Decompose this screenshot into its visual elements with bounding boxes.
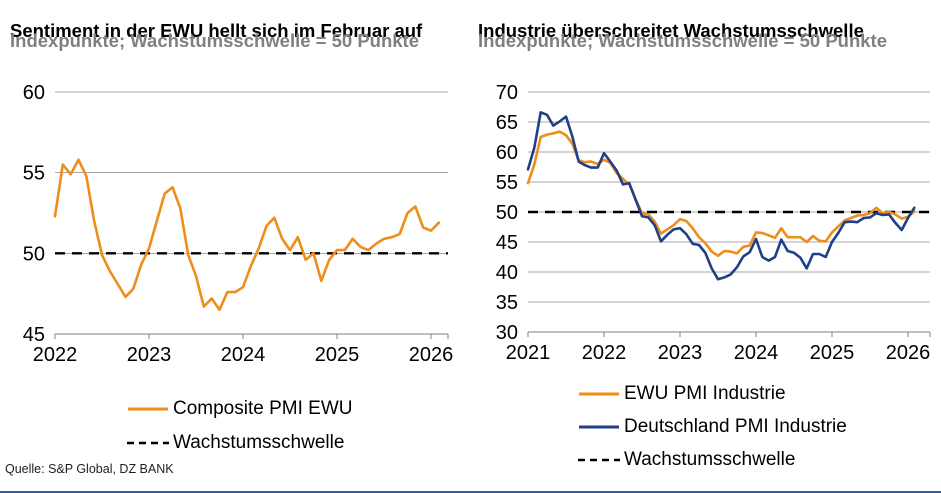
left-legend: Composite PMI EWU Wachstumsschwelle bbox=[127, 392, 352, 460]
blue-line-marker bbox=[579, 425, 619, 428]
dashed-line-marker bbox=[127, 441, 169, 445]
svg-text:50: 50 bbox=[496, 202, 518, 224]
svg-text:45: 45 bbox=[23, 324, 45, 346]
svg-text:2026: 2026 bbox=[886, 342, 931, 364]
right-chart-subtitle: Indexpunkte; Wachstumsschwelle = 50 Punk… bbox=[478, 30, 888, 51]
composite-pmi-panel: Sentiment in der EWU hellt sich im Febru… bbox=[0, 0, 470, 460]
svg-text:55: 55 bbox=[496, 172, 518, 194]
bottom-rule bbox=[0, 491, 941, 493]
svg-text:2022: 2022 bbox=[582, 342, 627, 364]
svg-text:65: 65 bbox=[496, 112, 518, 134]
svg-text:35: 35 bbox=[496, 292, 518, 314]
left-chart-title: Sentiment in der EWU hellt sich im Febru… bbox=[10, 20, 423, 42]
svg-text:40: 40 bbox=[496, 262, 518, 284]
svg-text:55: 55 bbox=[23, 163, 45, 185]
right-chart-title: Industrie überschreitet Wachstumsschwell… bbox=[478, 20, 864, 42]
legend-item-wachstumsschwelle: Wachstumsschwelle bbox=[578, 443, 847, 476]
right-legend: EWU PMI Industrie Deutschland PMI Indust… bbox=[578, 377, 847, 476]
svg-text:2024: 2024 bbox=[221, 344, 266, 366]
svg-text:30: 30 bbox=[496, 322, 518, 344]
dashed-line-marker bbox=[578, 458, 620, 461]
svg-text:2025: 2025 bbox=[315, 344, 360, 366]
orange-line-marker bbox=[128, 407, 168, 411]
legend-item-ewu-pmi-industrie: EWU PMI Industrie bbox=[578, 377, 847, 410]
svg-text:2025: 2025 bbox=[810, 342, 855, 364]
svg-text:70: 70 bbox=[496, 82, 518, 104]
industrie-pmi-chart: 30 35 40 45 50 55 60 65 70 2021 2022 2023 2024 2025 20… bbox=[496, 82, 931, 364]
legend-item-deutschland-pmi-industrie: Deutschland PMI Industrie bbox=[578, 410, 847, 443]
legend-item-composite-pmi-ewu: Composite PMI EWU bbox=[127, 392, 352, 426]
svg-text:2024: 2024 bbox=[734, 342, 779, 364]
left-chart-subtitle: Indexpunkte; Wachstumsschwelle = 50 Punk… bbox=[10, 30, 420, 51]
svg-text:60: 60 bbox=[23, 82, 45, 104]
legend-label: Wachstumsschwelle bbox=[173, 432, 345, 453]
svg-text:50: 50 bbox=[23, 243, 45, 265]
source-note: Quelle: S&P Global, DZ BANK bbox=[5, 462, 174, 476]
svg-text:2023: 2023 bbox=[127, 344, 172, 366]
svg-text:2022: 2022 bbox=[33, 344, 78, 366]
orange-line-marker bbox=[579, 392, 619, 395]
svg-text:2026: 2026 bbox=[409, 344, 454, 366]
svg-text:60: 60 bbox=[496, 142, 518, 164]
industrie-pmi-panel: Industrie überschreitet Wachstumsschwell… bbox=[470, 0, 941, 470]
legend-item-wachstumsschwelle: Wachstumsschwelle bbox=[127, 426, 352, 460]
composite-pmi-ewu-chart: 45 50 55 60 2022 2023 2024 2025 2026 bbox=[23, 82, 454, 366]
legend-label: EWU PMI Industrie bbox=[624, 382, 786, 404]
legend-label: Deutschland PMI Industrie bbox=[624, 415, 847, 437]
svg-text:2021: 2021 bbox=[506, 342, 551, 364]
svg-text:2023: 2023 bbox=[658, 342, 703, 364]
legend-label: Wachstumsschwelle bbox=[624, 448, 796, 470]
legend-label: Composite PMI EWU bbox=[173, 398, 353, 419]
svg-text:45: 45 bbox=[496, 232, 518, 254]
